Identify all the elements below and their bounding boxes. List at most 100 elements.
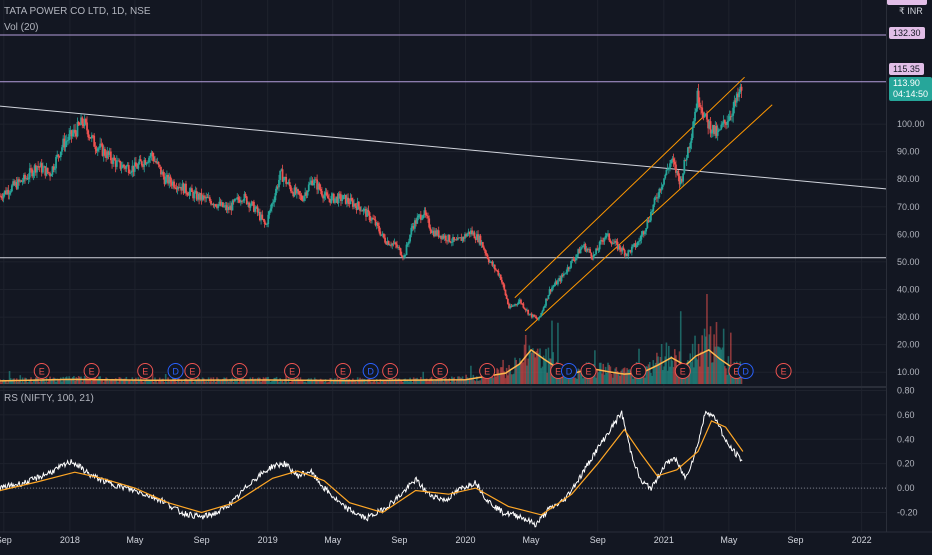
volume-bar — [530, 352, 533, 384]
candle-body — [8, 192, 11, 195]
candle-body — [734, 100, 737, 103]
dividend-marker[interactable]: D — [167, 363, 184, 379]
volume-bar — [690, 361, 693, 384]
candle-body — [243, 193, 246, 201]
rs-legend[interactable]: RS (NIFTY, 100, 21) — [4, 393, 94, 404]
earnings-marker-letter: E — [555, 367, 561, 377]
earnings-marker[interactable]: E — [630, 363, 647, 379]
earnings-marker[interactable]: E — [335, 363, 352, 379]
volume-bar — [163, 382, 166, 384]
last-price-tag: 113.90 04:14:50 — [889, 77, 932, 101]
earnings-marker[interactable]: E — [775, 363, 792, 379]
candle-body — [44, 166, 47, 176]
volume-bar — [271, 381, 273, 384]
volume-legend[interactable]: Vol (20) — [4, 22, 39, 33]
candle-body — [404, 255, 407, 256]
candle-body — [351, 200, 354, 207]
time-axis-label: Sep — [0, 535, 12, 545]
candle-body — [360, 210, 363, 212]
candle-body — [670, 160, 673, 164]
time-axis-label: Sep — [194, 535, 210, 545]
volume-bar — [380, 381, 383, 384]
volume-bar — [406, 379, 409, 384]
candle-body — [62, 138, 65, 148]
earnings-marker-letter: E — [635, 367, 641, 377]
volume-bar — [80, 376, 82, 384]
candle-body — [176, 187, 179, 190]
volume-bar — [646, 366, 649, 384]
candle-body — [683, 159, 686, 174]
volume-bar — [63, 378, 66, 384]
volume-bar — [132, 380, 135, 384]
currency-label[interactable]: ₹ INR — [899, 6, 923, 16]
earnings-marker[interactable]: E — [479, 363, 496, 379]
candle-body — [572, 259, 575, 261]
candle-body — [74, 129, 77, 133]
candle-body — [279, 170, 282, 181]
candle-body — [539, 315, 541, 318]
volume-bar — [124, 378, 126, 384]
earnings-marker[interactable]: E — [231, 363, 248, 379]
candle-body — [225, 205, 228, 211]
earnings-marker[interactable]: E — [83, 363, 100, 379]
candle-body — [620, 249, 623, 252]
volume-bar — [396, 379, 398, 384]
candle-body — [508, 303, 510, 309]
candle-body — [312, 183, 315, 185]
earnings-marker[interactable]: E — [137, 363, 154, 379]
earnings-marker[interactable]: E — [580, 363, 597, 379]
volume-bar — [607, 362, 609, 384]
volume-bar — [610, 373, 613, 384]
volume-bar — [665, 342, 668, 384]
candle-body — [319, 189, 322, 191]
volume-bar — [459, 377, 461, 384]
volume-bar — [701, 335, 703, 384]
volume-bar — [411, 382, 414, 384]
dividend-marker[interactable]: D — [737, 363, 754, 379]
volume-bar — [45, 377, 48, 384]
earnings-marker[interactable]: E — [674, 363, 691, 379]
pane-separator[interactable] — [0, 386, 886, 388]
candle-body — [392, 243, 395, 245]
candle-body — [698, 102, 701, 107]
dividend-marker[interactable]: D — [362, 363, 379, 379]
earnings-marker[interactable]: E — [382, 363, 399, 379]
candle-body — [169, 176, 172, 183]
dividend-marker[interactable]: D — [560, 363, 577, 379]
candle-body — [574, 257, 577, 261]
candle-body — [334, 198, 336, 203]
price-axis-label: 90.00 — [897, 147, 920, 157]
volume-bar — [238, 379, 241, 384]
earnings-marker[interactable]: E — [284, 363, 301, 379]
volume-bar — [55, 381, 57, 384]
volume-bar — [424, 378, 427, 384]
volume-bar — [89, 379, 92, 384]
candle-body — [189, 188, 192, 192]
candle-body — [681, 178, 683, 182]
volume-bar — [565, 374, 568, 384]
earnings-marker[interactable]: E — [33, 363, 50, 379]
candle-body — [195, 191, 198, 200]
candle-body — [226, 206, 229, 211]
volume-bar — [613, 373, 615, 384]
volume-bar — [673, 349, 676, 384]
candle-body — [155, 161, 158, 163]
symbol-legend[interactable]: TATA POWER CO LTD, 1D, NSE — [4, 6, 151, 17]
volume-bar — [269, 381, 272, 384]
candle-body — [342, 195, 345, 200]
candle-body — [125, 165, 128, 169]
candle-body — [740, 86, 743, 91]
candle-body — [714, 125, 717, 134]
candle-body — [453, 237, 456, 241]
volume-bar — [36, 374, 38, 384]
candle-body — [486, 254, 489, 259]
candle-body — [124, 166, 127, 169]
earnings-marker[interactable]: E — [432, 363, 449, 379]
earnings-marker-ring — [432, 363, 449, 379]
earnings-marker[interactable]: E — [184, 363, 201, 379]
volume-bar — [520, 360, 522, 384]
candle-body — [276, 186, 279, 188]
candle-body — [13, 181, 16, 186]
